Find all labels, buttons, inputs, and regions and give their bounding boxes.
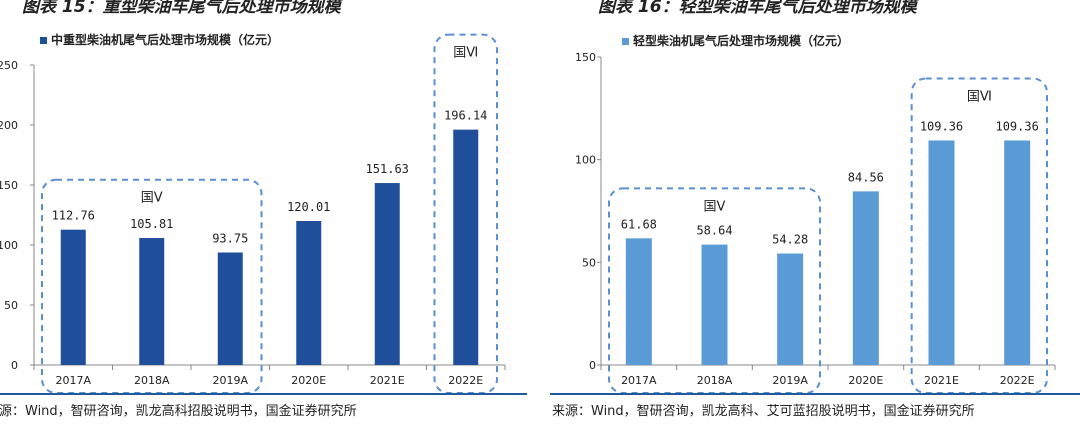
x-tick-label-2017A: 2017A bbox=[55, 374, 91, 387]
annotation-frame-guo6 bbox=[433, 33, 498, 395]
y-tick-label: 200 bbox=[0, 119, 18, 132]
data-label-2019A: 54.28 bbox=[772, 233, 808, 247]
x-tick-label-2022E: 2022E bbox=[448, 374, 483, 387]
annotation-label-guo6: 国Ⅵ bbox=[967, 89, 992, 104]
y-tick-label: 100 bbox=[0, 239, 18, 252]
x-tick-label-2019A: 2019A bbox=[212, 374, 248, 387]
data-label-2022E: 196.14 bbox=[444, 109, 487, 123]
y-tick-label: 50 bbox=[582, 256, 596, 269]
x-tick-label-2018A: 2018A bbox=[697, 374, 733, 387]
data-label-2017A: 112.76 bbox=[52, 209, 95, 223]
data-label-2020E: 120.01 bbox=[287, 200, 330, 214]
bar-2020E bbox=[852, 191, 879, 365]
bar-2018A bbox=[701, 244, 728, 365]
y-tick-label: 0 bbox=[589, 359, 596, 372]
legend-swatch bbox=[622, 38, 629, 45]
data-label-2021E: 109.36 bbox=[920, 119, 963, 133]
bar-2020E bbox=[296, 220, 322, 365]
data-label-2022E: 109.36 bbox=[995, 119, 1038, 133]
divider-left bbox=[0, 393, 527, 395]
bar-2017A bbox=[625, 238, 652, 365]
annotation-label-guo6: 国Ⅵ bbox=[453, 46, 478, 61]
bar-2019A bbox=[777, 253, 804, 365]
data-label-2018A: 105.81 bbox=[130, 217, 173, 231]
legend-swatch bbox=[40, 37, 47, 44]
x-tick-label-2021E: 2021E bbox=[924, 374, 959, 387]
bar-2021E bbox=[928, 140, 955, 365]
x-tick-label-2020E: 2020E bbox=[291, 374, 326, 387]
legend-label: 中重型柴油机尾气后处理市场规模（亿元） bbox=[51, 32, 279, 47]
x-tick-label-2018A: 2018A bbox=[134, 374, 170, 387]
source-note-left: 来源：Wind，智研咨询，凯龙高科招股说明书，国金证券研究所 bbox=[0, 404, 357, 419]
bar-2017A bbox=[60, 229, 86, 365]
legend-label: 轻型柴油机尾气后处理市场规模（亿元） bbox=[633, 33, 849, 48]
y-tick-label: 100 bbox=[575, 154, 596, 167]
annotation-frame-guo5 bbox=[608, 187, 821, 394]
figure-title-right: 图表 16：轻型柴油车尾气后处理市场规模 bbox=[598, 0, 917, 17]
bar-2018A bbox=[139, 238, 165, 365]
y-tick-label: 150 bbox=[0, 179, 18, 192]
divider-right bbox=[550, 393, 1080, 395]
bar-2021E bbox=[374, 183, 400, 365]
chart-left: 0 50 100 150 200 250 112.76 2017A 105.81 2018A 93.… bbox=[0, 32, 506, 395]
data-label-2018A: 58.64 bbox=[696, 224, 732, 238]
source-note-right: 来源：Wind，智研咨询，凯龙高科、艾可蓝招股说明书，国金证券研究所 bbox=[552, 404, 975, 419]
annotation-frame-guo5 bbox=[41, 178, 263, 394]
chart-right: 0 50 100 150 61.68 2017A 58.64 2018A 54.28 2019A 8… bbox=[575, 33, 1056, 394]
figure-title-left: 图表 15：重型柴油车尾气后处理市场规模 bbox=[22, 0, 341, 17]
data-label-2017A: 61.68 bbox=[621, 217, 657, 231]
x-tick-label-2019A: 2019A bbox=[772, 374, 808, 387]
bar-2022E bbox=[1004, 140, 1031, 365]
y-tick-label: 0 bbox=[11, 359, 18, 372]
y-tick-label: 50 bbox=[4, 299, 18, 312]
y-tick-label: 250 bbox=[0, 59, 18, 72]
bar-2019A bbox=[217, 252, 243, 365]
x-tick-label-2022E: 2022E bbox=[1000, 374, 1035, 387]
y-tick-label: 150 bbox=[575, 51, 596, 64]
data-label-2019A: 93.75 bbox=[212, 232, 248, 246]
data-label-2020E: 84.56 bbox=[848, 170, 884, 184]
x-tick-label-2020E: 2020E bbox=[848, 374, 883, 387]
annotation-label-guo5: 国Ⅴ bbox=[704, 199, 726, 214]
x-tick-label-2017A: 2017A bbox=[621, 374, 657, 387]
annotation-label-guo5: 国Ⅴ bbox=[141, 191, 163, 206]
data-label-2021E: 151.63 bbox=[366, 162, 409, 176]
x-tick-label-2021E: 2021E bbox=[370, 374, 405, 387]
bar-2022E bbox=[453, 129, 479, 365]
